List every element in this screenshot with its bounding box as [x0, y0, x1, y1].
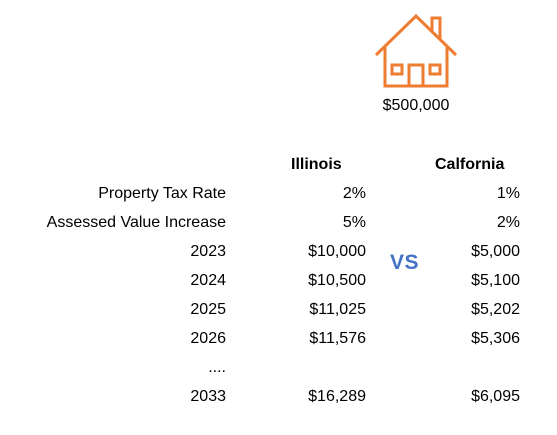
california-tax-rate: 1% [496, 185, 520, 202]
california-2024: $5,100 [471, 272, 520, 289]
illinois-2024: $10,500 [308, 272, 366, 289]
row-label-tax-rate: Property Tax Rate [98, 185, 226, 202]
column-header-california: Calfornia [435, 156, 505, 173]
row-label-assessed-increase: Assessed Value Increase [46, 214, 226, 231]
vs-label: VS [390, 251, 420, 274]
row-label-ellipsis: .... [208, 359, 226, 376]
house-icon [374, 13, 458, 88]
illinois-2023: $10,000 [308, 243, 366, 260]
row-label-2033: 2033 [190, 388, 226, 405]
illinois-2033: $16,289 [308, 388, 366, 405]
row-label-2026: 2026 [190, 330, 226, 347]
california-2026: $5,306 [471, 330, 520, 347]
row-label-2023: 2023 [190, 243, 226, 260]
row-label-2024: 2024 [190, 272, 226, 289]
california-2025: $5,202 [471, 301, 520, 318]
column-header-illinois: Illinois [291, 156, 342, 173]
illinois-2026: $11,576 [309, 330, 366, 347]
california-2023: $5,000 [471, 243, 520, 260]
california-2033: $6,095 [471, 388, 520, 405]
illinois-2025: $11,025 [309, 301, 366, 318]
property-price: $500,000 [382, 97, 450, 114]
illinois-assessed-increase: 5% [342, 214, 366, 231]
california-assessed-increase: 2% [496, 214, 520, 231]
illinois-tax-rate: 2% [342, 185, 366, 202]
row-label-2025: 2025 [190, 301, 226, 318]
